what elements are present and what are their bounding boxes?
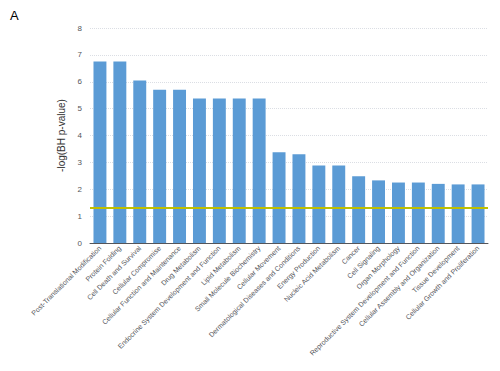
svg-text:4: 4	[78, 131, 83, 140]
svg-text:3: 3	[78, 158, 83, 167]
svg-text:Drug Metabolism: Drug Metabolism	[159, 244, 202, 287]
svg-text:Cellular Function and Maintena: Cellular Function and Maintenance	[101, 244, 182, 325]
svg-text:Small Molecule Biochemistry: Small Molecule Biochemistry	[194, 244, 263, 313]
svg-text:7: 7	[78, 50, 83, 59]
svg-text:0: 0	[78, 239, 83, 248]
svg-text:Endocrine System Development a: Endocrine System Development and Functio…	[116, 244, 222, 350]
svg-text:6: 6	[78, 77, 83, 86]
svg-text:Cell Death and Survival: Cell Death and Survival	[85, 244, 143, 302]
svg-text:Tissue Development: Tissue Development	[410, 244, 461, 295]
svg-text:Post-Translational Modificatio: Post-Translational Modification	[30, 244, 102, 316]
svg-text:5: 5	[78, 104, 83, 113]
svg-text:Energy Production: Energy Production	[275, 244, 322, 291]
svg-text:Cancer: Cancer	[340, 244, 362, 266]
svg-text:8: 8	[78, 24, 83, 33]
svg-text:A: A	[10, 8, 19, 23]
svg-text:2: 2	[78, 185, 83, 194]
svg-text:Protein Folding: Protein Folding	[84, 244, 123, 283]
svg-text:Nucleic Acid Metabolism: Nucleic Acid Metabolism	[283, 244, 342, 303]
svg-text:Reproductive System Developmen: Reproductive System Development and Func…	[309, 244, 422, 357]
svg-text:Cellular Movement: Cellular Movement	[235, 244, 282, 291]
svg-text:Cellular Assembly and Organiza: Cellular Assembly and Organization	[358, 244, 442, 328]
svg-text:1: 1	[78, 212, 83, 221]
svg-text:Cell Signaling: Cell Signaling	[346, 244, 382, 280]
svg-text:-log(BH p-value): -log(BH p-value)	[56, 99, 67, 172]
svg-text:Organ Morphology: Organ Morphology	[355, 244, 401, 291]
svg-text:Lipid Metabolism: Lipid Metabolism	[199, 244, 242, 287]
svg-text:Cellular Compromise: Cellular Compromise	[111, 244, 163, 296]
svg-text:Cellular Growth and Proliferat: Cellular Growth and Proliferation	[404, 244, 480, 320]
svg-text:Dermatological Diseases and Co: Dermatological Diseases and Conditions	[207, 244, 302, 339]
